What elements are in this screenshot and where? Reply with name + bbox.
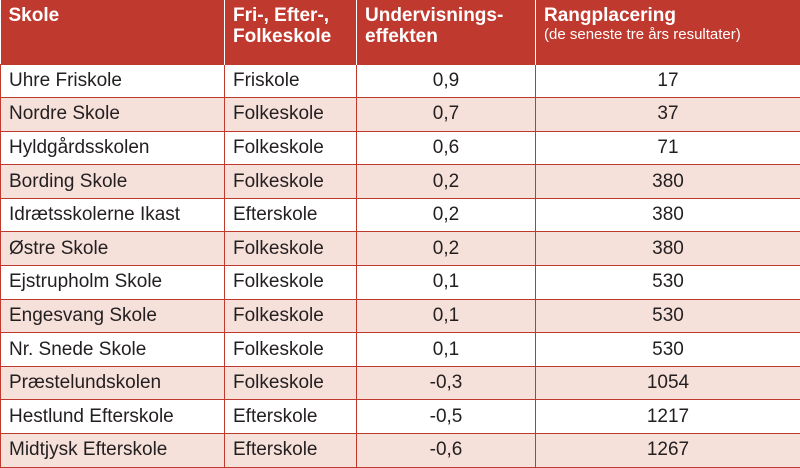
- cell-effect: -0,6: [356, 433, 536, 468]
- cell-effect: 0,2: [356, 164, 536, 199]
- cell-rank: 1217: [535, 399, 800, 435]
- cell-effect: 0,1: [356, 298, 536, 334]
- cell-rank: 71: [535, 130, 800, 166]
- header-row: Skole Fri-, Efter-, Folkeskole Undervisni…: [0, 0, 800, 64]
- cell-school: Præstelundskolen: [0, 365, 225, 401]
- table-row: Engesvang Skole Folkeskole 0,1 530: [0, 298, 800, 334]
- cell-school: Ejstrupholm Skole: [0, 265, 225, 300]
- cell-school: Midtjysk Efterskole: [0, 433, 225, 468]
- table-row: Hestlund Efterskole Efterskole -0,5 1217: [0, 399, 800, 435]
- cell-effect: 0,2: [356, 197, 536, 233]
- cell-rank: 1267: [535, 433, 800, 468]
- cell-rank: 380: [535, 164, 800, 199]
- table-header: Skole Fri-, Efter-, Folkeskole Undervisni…: [0, 0, 800, 64]
- cell-effect: 0,9: [356, 63, 536, 99]
- header-effect: Undervisnings-effekten: [356, 0, 536, 64]
- header-school: Skole: [0, 0, 225, 64]
- header-school-label: Skole: [8, 5, 60, 26]
- cell-school: Hyldgårdsskolen: [0, 130, 225, 166]
- cell-rank: 530: [535, 298, 800, 334]
- table-row: Uhre Friskole Friskole 0,9 17: [0, 63, 800, 99]
- cell-rank: 37: [535, 97, 800, 132]
- cell-type: Folkeskole: [224, 97, 357, 132]
- cell-effect: -0,3: [356, 365, 536, 401]
- cell-rank: 380: [535, 197, 800, 233]
- table-row: Midtjysk Efterskole Efterskole -0,6 1267: [0, 433, 800, 468]
- cell-rank: 17: [535, 63, 800, 99]
- cell-rank: 1054: [535, 365, 800, 401]
- cell-school: Nr. Snede Skole: [0, 332, 225, 367]
- cell-type: Folkeskole: [224, 130, 357, 166]
- cell-type: Efterskole: [224, 433, 357, 468]
- table-row: Præstelundskolen Folkeskole -0,3 1054: [0, 365, 800, 401]
- header-rank-label: Rangplacering: [544, 5, 676, 26]
- table-body: Uhre Friskole Friskole 0,9 17 Nordre Skole Fo…: [0, 63, 800, 468]
- table-row: Nordre Skole Folkeskole 0,7 37: [0, 97, 800, 132]
- cell-type: Efterskole: [224, 399, 357, 435]
- cell-effect: 0,1: [356, 332, 536, 367]
- header-type-label: Fri-, Efter-, Folkeskole: [233, 5, 332, 47]
- table-row: Østre Skole Folkeskole 0,2 380: [0, 231, 800, 267]
- table-row: Idrætsskolerne Ikast Efterskole 0,2 380: [0, 197, 800, 233]
- cell-rank: 380: [535, 231, 800, 267]
- cell-school: Idrætsskolerne Ikast: [0, 197, 225, 233]
- cell-school: Engesvang Skole: [0, 298, 225, 334]
- table-row: Hyldgårdsskolen Folkeskole 0,6 71: [0, 130, 800, 166]
- cell-school: Bording Skole: [0, 164, 225, 199]
- cell-school: Hestlund Efterskole: [0, 399, 225, 435]
- cell-type: Folkeskole: [224, 332, 357, 367]
- table-row: Bording Skole Folkeskole 0,2 380: [0, 164, 800, 199]
- cell-rank: 530: [535, 332, 800, 367]
- table-row: Ejstrupholm Skole Folkeskole 0,1 530: [0, 265, 800, 300]
- cell-type: Folkeskole: [224, 298, 357, 334]
- cell-type: Folkeskole: [224, 365, 357, 401]
- header-rank: Rangplacering (de seneste tre års result…: [535, 0, 800, 64]
- table-row: Nr. Snede Skole Folkeskole 0,1 530: [0, 332, 800, 367]
- header-rank-sublabel: (de seneste tre års resultater): [544, 26, 741, 43]
- cell-type: Efterskole: [224, 197, 357, 233]
- cell-effect: 0,2: [356, 231, 536, 267]
- cell-type: Friskole: [224, 63, 357, 99]
- cell-type: Folkeskole: [224, 265, 357, 300]
- cell-effect: 0,1: [356, 265, 536, 300]
- header-effect-label: Undervisnings-effekten: [365, 5, 504, 47]
- cell-effect: -0,5: [356, 399, 536, 435]
- cell-school: Østre Skole: [0, 231, 225, 267]
- header-type: Fri-, Efter-, Folkeskole: [224, 0, 357, 64]
- cell-effect: 0,6: [356, 130, 536, 166]
- cell-effect: 0,7: [356, 97, 536, 132]
- cell-type: Folkeskole: [224, 231, 357, 267]
- cell-school: Nordre Skole: [0, 97, 225, 132]
- cell-school: Uhre Friskole: [0, 63, 225, 99]
- cell-rank: 530: [535, 265, 800, 300]
- cell-type: Folkeskole: [224, 164, 357, 199]
